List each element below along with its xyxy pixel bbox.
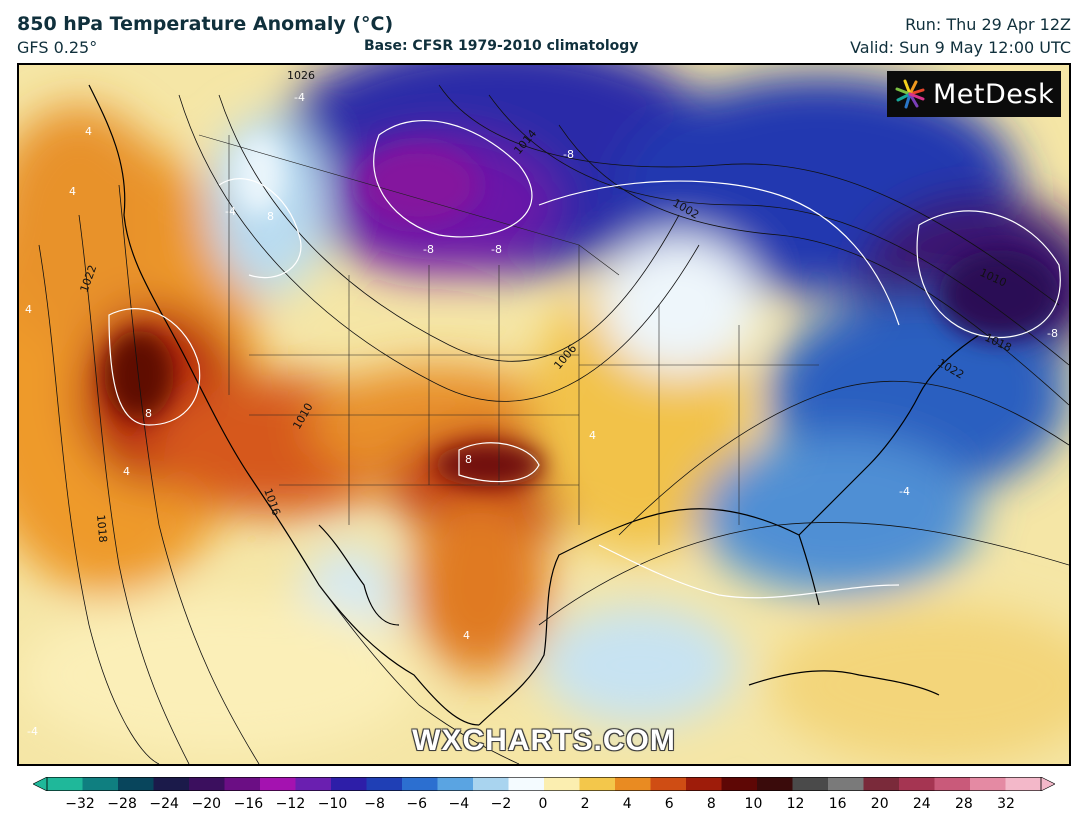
anomaly-label: 4 xyxy=(463,629,470,642)
base-climatology: Base: CFSR 1979-2010 climatology xyxy=(364,38,639,54)
colorbar-tick-label: 16 xyxy=(828,796,847,812)
colorbar-tick-label: 6 xyxy=(664,796,674,812)
colorbar-tick-label: 28 xyxy=(954,796,973,812)
colorbar-tick-label: −8 xyxy=(364,796,385,812)
colorbar-tick-label: −28 xyxy=(107,796,137,812)
colorbar-cell xyxy=(82,777,119,791)
colorbar-cell xyxy=(544,777,581,791)
colorbar-cell xyxy=(1005,777,1042,791)
colorbar-cell xyxy=(366,777,403,791)
chart-title: 850 hPa Temperature Anomaly (°C) xyxy=(17,13,394,35)
anomaly-map: 1026 1022 1018 1014 1010 1006 1002 1010 … xyxy=(17,63,1071,766)
anomaly-label: -8 xyxy=(423,243,434,256)
colorbar-tick-label: 12 xyxy=(786,796,805,812)
colorbar-cell xyxy=(721,777,758,791)
colorbar-tick-label: 32 xyxy=(997,796,1015,812)
colorbar-cell xyxy=(863,777,900,791)
isobar-label: 1018 xyxy=(94,514,109,543)
anomaly-label: 8 xyxy=(267,210,274,223)
colorbar-tick-label: −20 xyxy=(191,796,222,812)
colorbar-cell xyxy=(650,777,687,791)
colorbar-tick-label: −24 xyxy=(149,796,179,812)
colorbar-tick-label: 0 xyxy=(538,796,548,812)
colorbar-high-arrow xyxy=(1040,777,1055,791)
colorbar-cell xyxy=(899,777,936,791)
metdesk-pinwheel-icon xyxy=(895,79,925,109)
colorbar-tick-label: −6 xyxy=(406,796,428,812)
valid-time: Valid: Sun 9 May 12:00 UTC xyxy=(850,38,1071,57)
colorbar-cell xyxy=(686,777,723,791)
colorbar-cell xyxy=(331,777,368,791)
colorbar-cells xyxy=(47,777,1042,791)
colorbar-cell xyxy=(224,777,261,791)
anomaly-label: 4 xyxy=(25,303,32,316)
anomaly-field xyxy=(19,65,1069,764)
colorbar-tick-label: 24 xyxy=(912,796,931,812)
colorbar-cell xyxy=(934,777,971,791)
anomaly-label: 4 xyxy=(69,185,76,198)
colorbar-cell xyxy=(437,777,474,791)
colorbar-cell xyxy=(792,777,829,791)
anomaly-label: 4 xyxy=(123,465,130,478)
anomaly-label: -8 xyxy=(563,148,574,161)
colorbar-cell xyxy=(295,777,332,791)
isobars xyxy=(38,84,1069,764)
colorbar-cell xyxy=(47,777,84,791)
colorbar-cell xyxy=(473,777,510,791)
colorbar-cell xyxy=(260,777,297,791)
colorbar-cell xyxy=(970,777,1007,791)
colorbar-cell xyxy=(615,777,652,791)
anomaly-contours xyxy=(108,120,1061,599)
anomaly-label: -4 xyxy=(294,91,305,104)
borders xyxy=(198,134,819,545)
colorbar-cell xyxy=(579,777,616,791)
watermark: WXCHARTS.COM xyxy=(412,724,676,757)
colorbar-cell xyxy=(118,777,155,791)
colorbar-ticks: −32 −28 −24 −20 −16 −12 −10 −8 −6 −4 −2 0 2 4 6 8 10 12 16… xyxy=(0,796,1088,820)
colorbar-tick-label: 8 xyxy=(706,796,716,812)
model-name: GFS 0.25° xyxy=(17,38,98,57)
anomaly-label: 8 xyxy=(465,453,472,466)
colorbar-cell xyxy=(153,777,190,791)
colorbar-tick-label: −16 xyxy=(233,796,264,812)
metdesk-logo: MetDesk xyxy=(887,71,1061,117)
map-svg: 1026 1022 1018 1014 1010 1006 1002 1010 … xyxy=(19,65,1069,764)
run-time: Run: Thu 29 Apr 12Z xyxy=(905,15,1071,34)
colorbar-tick-label: −10 xyxy=(317,796,348,812)
colorbar-tick-label: 20 xyxy=(870,796,889,812)
colorbar-tick-label: −32 xyxy=(65,796,95,812)
coastlines xyxy=(88,84,980,726)
anomaly-labels: 4 -4 4 4 8 4 -8 8 -8 -8 8 4 -4 4 -8 -4 -… xyxy=(25,91,1058,738)
anomaly-label: -8 xyxy=(1047,327,1058,340)
anomaly-label: 8 xyxy=(145,407,152,420)
isobar-label: 1026 xyxy=(287,69,315,82)
colorbar-tick-label: 2 xyxy=(580,796,590,812)
colorbar-tick-label: −12 xyxy=(275,796,306,812)
anomaly-label: 4 xyxy=(589,429,596,442)
colorbar-tick-label: −2 xyxy=(490,796,512,812)
colorbar-tick-label: −4 xyxy=(448,796,470,812)
anomaly-label: -4 xyxy=(225,205,236,218)
colorbar-cell xyxy=(828,777,865,791)
colorbar-tick-label: 10 xyxy=(744,796,763,812)
colorbar-cell xyxy=(757,777,794,791)
colorbar-tick-label: 4 xyxy=(622,796,632,812)
colorbar xyxy=(33,777,1055,791)
colorbar-cell xyxy=(508,777,545,791)
anomaly-label: -8 xyxy=(491,243,502,256)
colorbar-cell xyxy=(189,777,226,791)
colorbar-frame xyxy=(46,777,1042,791)
anomaly-label: 4 xyxy=(85,125,92,138)
colorbar-low-arrow xyxy=(33,777,48,791)
anomaly-label: -4 xyxy=(27,725,38,738)
logo-text: MetDesk xyxy=(933,78,1055,110)
colorbar-cell xyxy=(402,777,439,791)
anomaly-label: -4 xyxy=(899,485,910,498)
